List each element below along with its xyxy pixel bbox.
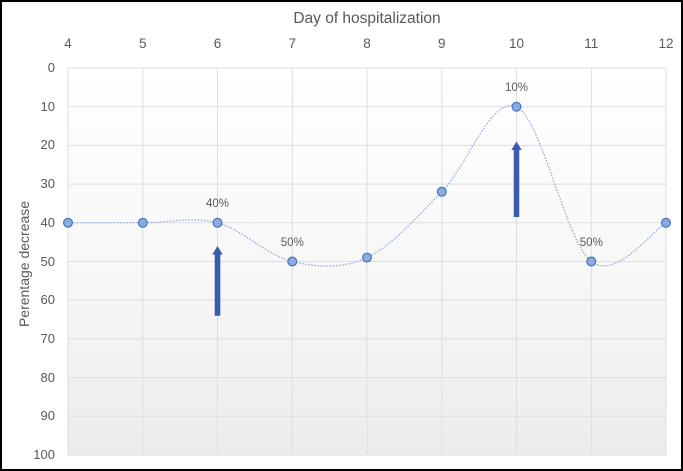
x-tick-label: 4 xyxy=(64,36,72,51)
x-tick-label: 10 xyxy=(508,36,525,51)
y-tick-label: 40 xyxy=(40,214,55,230)
data-point-marker xyxy=(660,217,671,228)
y-tick-label: 20 xyxy=(40,137,55,153)
x-tick-label: 7 xyxy=(288,36,297,51)
x-tick-label: 12 xyxy=(658,36,674,51)
y-tick-label: 90 xyxy=(40,408,55,424)
data-point-marker xyxy=(362,252,373,263)
data-point-label: 40% xyxy=(205,197,230,210)
x-axis-title: Day of hospitalization xyxy=(293,10,441,27)
data-point-marker xyxy=(586,256,597,267)
data-point-marker xyxy=(137,217,148,228)
data-point-marker xyxy=(287,256,298,267)
data-point-label: 50% xyxy=(280,236,304,249)
y-tick-label: 60 xyxy=(40,292,55,308)
y-tick-label: 30 xyxy=(40,176,55,192)
x-tick-label: 5 xyxy=(139,36,147,51)
data-point-marker xyxy=(62,217,73,228)
y-tick-label: 70 xyxy=(40,330,55,346)
x-tick-label: 11 xyxy=(584,36,599,51)
y-tick-label: 50 xyxy=(40,253,55,269)
y-tick-label: 0 xyxy=(47,60,55,75)
series-line xyxy=(67,104,667,267)
x-tick-label: 6 xyxy=(213,36,222,51)
x-tick-label: 9 xyxy=(438,36,446,51)
data-point-marker xyxy=(436,186,447,197)
up-arrow xyxy=(511,141,522,217)
data-point-marker xyxy=(212,217,223,228)
data-point-marker xyxy=(511,101,522,112)
y-tick-label: 80 xyxy=(40,369,55,385)
data-point-label: 50% xyxy=(579,236,603,249)
y-tick-label: 100 xyxy=(33,447,55,462)
up-arrow xyxy=(212,246,223,316)
x-tick-label: 8 xyxy=(363,36,371,51)
data-point-label: 10% xyxy=(504,81,529,94)
y-tick-label: 10 xyxy=(40,98,55,114)
